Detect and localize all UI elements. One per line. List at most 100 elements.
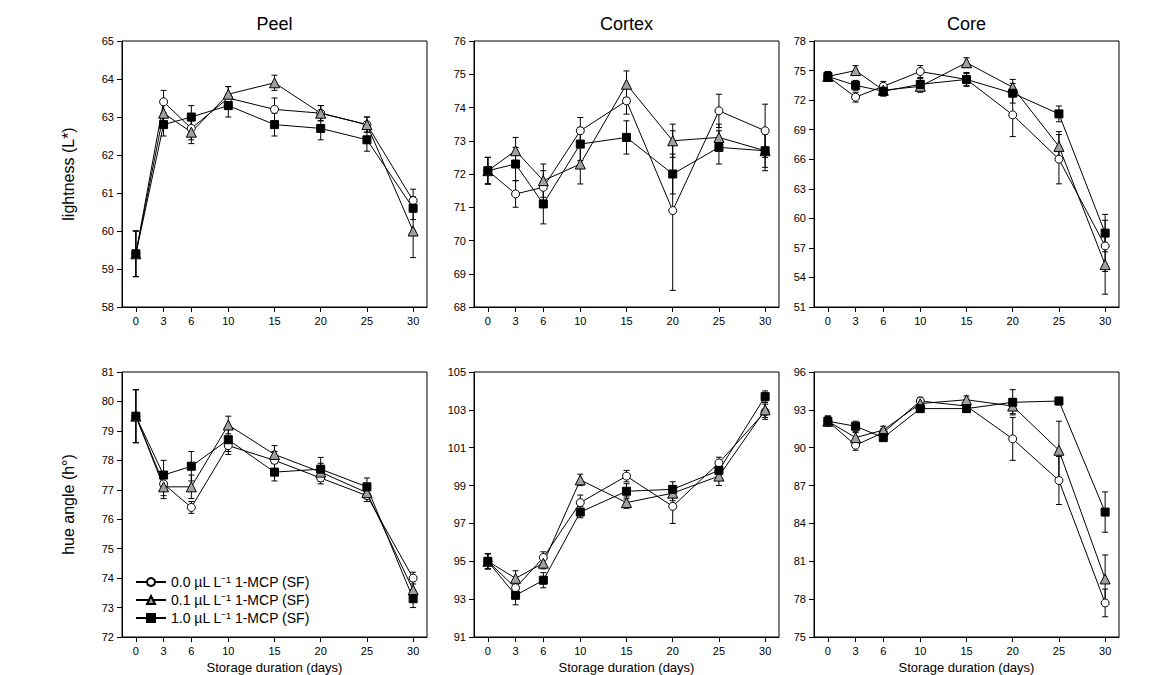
svg-text:80: 80	[102, 395, 114, 407]
svg-text:77: 77	[102, 484, 114, 496]
svg-text:25: 25	[1053, 315, 1065, 327]
svg-text:70: 70	[454, 235, 466, 247]
svg-text:30: 30	[759, 315, 771, 327]
svg-text:3: 3	[161, 315, 167, 327]
svg-text:63: 63	[794, 183, 806, 195]
svg-text:61: 61	[102, 187, 114, 199]
svg-text:87: 87	[794, 480, 806, 492]
svg-text:64: 64	[102, 73, 114, 85]
svg-text:91: 91	[454, 631, 466, 643]
svg-text:10: 10	[222, 645, 234, 657]
svg-text:6: 6	[880, 315, 886, 327]
svg-text:lightness (L*): lightness (L*)	[60, 127, 77, 220]
svg-text:62: 62	[102, 149, 114, 161]
svg-text:75: 75	[794, 65, 806, 77]
svg-text:71: 71	[454, 201, 466, 213]
svg-text:Storage duration (days): Storage duration (days)	[559, 660, 695, 675]
svg-text:10: 10	[914, 645, 926, 657]
svg-text:99: 99	[454, 480, 466, 492]
svg-text:30: 30	[1099, 315, 1111, 327]
svg-text:57: 57	[794, 242, 806, 254]
svg-text:3: 3	[513, 645, 519, 657]
svg-text:0: 0	[133, 315, 139, 327]
svg-text:3: 3	[161, 645, 167, 657]
svg-text:96: 96	[794, 366, 806, 378]
svg-text:72: 72	[794, 94, 806, 106]
svg-text:93: 93	[794, 404, 806, 416]
svg-text:6: 6	[188, 645, 194, 657]
svg-text:74: 74	[102, 572, 114, 584]
svg-text:30: 30	[407, 315, 419, 327]
svg-text:97: 97	[454, 517, 466, 529]
svg-text:75: 75	[102, 543, 114, 555]
svg-text:20: 20	[667, 645, 679, 657]
svg-text:6: 6	[188, 315, 194, 327]
svg-text:0: 0	[825, 645, 831, 657]
svg-text:6: 6	[540, 315, 546, 327]
svg-text:15: 15	[620, 645, 632, 657]
svg-text:58: 58	[102, 301, 114, 313]
svg-text:0: 0	[825, 315, 831, 327]
svg-text:68: 68	[454, 301, 466, 313]
svg-text:10: 10	[574, 315, 586, 327]
svg-text:20: 20	[1007, 645, 1019, 657]
svg-text:6: 6	[540, 645, 546, 657]
svg-text:65: 65	[102, 35, 114, 47]
svg-text:20: 20	[1007, 315, 1019, 327]
svg-text:0: 0	[133, 645, 139, 657]
svg-text:75: 75	[794, 631, 806, 643]
svg-text:Core: Core	[947, 14, 986, 34]
svg-text:63: 63	[102, 111, 114, 123]
svg-text:15: 15	[620, 315, 632, 327]
svg-text:3: 3	[853, 645, 859, 657]
svg-text:105: 105	[448, 366, 466, 378]
svg-text:76: 76	[454, 35, 466, 47]
svg-text:81: 81	[794, 555, 806, 567]
svg-text:1.0 µL L⁻¹ 1-MCP (SF): 1.0 µL L⁻¹ 1-MCP (SF)	[171, 610, 309, 626]
svg-text:75: 75	[454, 68, 466, 80]
svg-text:69: 69	[454, 268, 466, 280]
svg-text:79: 79	[102, 425, 114, 437]
svg-text:59: 59	[102, 263, 114, 275]
svg-text:30: 30	[759, 645, 771, 657]
svg-text:69: 69	[794, 124, 806, 136]
svg-text:30: 30	[1099, 645, 1111, 657]
svg-text:Cortex: Cortex	[600, 14, 653, 34]
svg-text:15: 15	[960, 315, 972, 327]
svg-text:54: 54	[794, 271, 806, 283]
svg-text:Storage duration (days): Storage duration (days)	[899, 660, 1035, 675]
svg-text:81: 81	[102, 366, 114, 378]
svg-text:78: 78	[102, 454, 114, 466]
svg-text:93: 93	[454, 593, 466, 605]
svg-text:0.0 µL L⁻¹ 1-MCP (SF): 0.0 µL L⁻¹ 1-MCP (SF)	[171, 574, 309, 590]
svg-text:103: 103	[448, 404, 466, 416]
svg-text:60: 60	[102, 225, 114, 237]
svg-text:84: 84	[794, 517, 806, 529]
svg-text:20: 20	[667, 315, 679, 327]
svg-text:25: 25	[1053, 645, 1065, 657]
svg-text:25: 25	[361, 315, 373, 327]
svg-text:76: 76	[102, 513, 114, 525]
svg-text:74: 74	[454, 102, 466, 114]
svg-text:95: 95	[454, 555, 466, 567]
svg-text:15: 15	[268, 315, 280, 327]
svg-text:0: 0	[485, 315, 491, 327]
svg-text:78: 78	[794, 35, 806, 47]
svg-text:10: 10	[222, 315, 234, 327]
svg-text:90: 90	[794, 442, 806, 454]
svg-text:0: 0	[485, 645, 491, 657]
svg-text:30: 30	[407, 645, 419, 657]
svg-text:3: 3	[513, 315, 519, 327]
svg-text:Storage duration (days): Storage duration (days)	[207, 660, 343, 675]
svg-text:25: 25	[713, 645, 725, 657]
svg-text:72: 72	[454, 168, 466, 180]
svg-text:73: 73	[102, 602, 114, 614]
svg-text:15: 15	[960, 645, 972, 657]
svg-text:Peel: Peel	[256, 14, 292, 34]
svg-text:3: 3	[853, 315, 859, 327]
svg-text:25: 25	[713, 315, 725, 327]
svg-text:60: 60	[794, 212, 806, 224]
svg-text:72: 72	[102, 631, 114, 643]
svg-text:10: 10	[914, 315, 926, 327]
svg-text:6: 6	[880, 645, 886, 657]
